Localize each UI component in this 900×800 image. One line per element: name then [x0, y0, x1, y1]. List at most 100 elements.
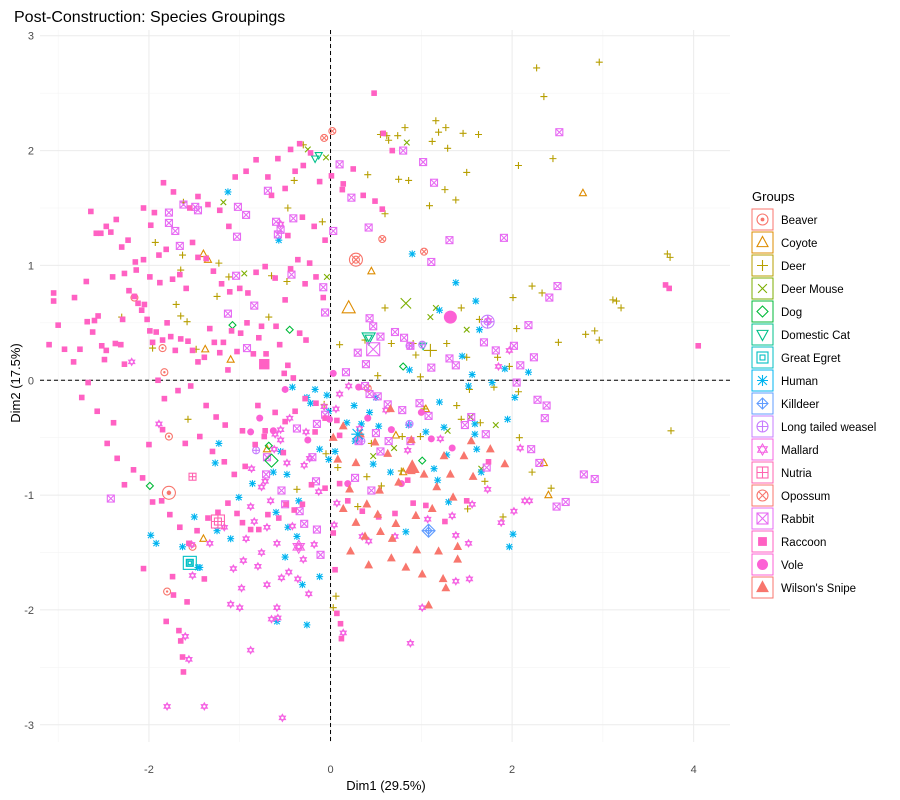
point-raccoon	[153, 329, 160, 335]
point-deer	[494, 353, 502, 361]
point-vole	[387, 426, 395, 434]
point-raccoon	[103, 223, 110, 230]
point-mallard	[468, 499, 477, 509]
legend-symbol-nutria	[756, 466, 769, 479]
point-coyote	[391, 430, 401, 439]
point-wilson-s-snipe	[373, 509, 383, 518]
point-raccoon	[226, 223, 232, 230]
point-mallard	[247, 464, 256, 474]
legend-symbol-raccoon	[758, 537, 767, 546]
point-deer	[172, 300, 180, 308]
point-raccoon	[109, 274, 116, 280]
point-raccoon	[61, 346, 68, 353]
point-rabbit	[106, 494, 115, 503]
point-deer	[385, 136, 393, 144]
point-raccoon	[237, 330, 244, 336]
point-human	[405, 421, 413, 429]
centroid-coyote	[341, 299, 357, 314]
point-mallard	[516, 443, 525, 453]
point-coyote	[226, 354, 236, 363]
point-raccoon	[313, 400, 319, 407]
point-coyote	[539, 457, 549, 467]
point-raccoon	[89, 329, 96, 335]
point-mallard	[339, 628, 348, 638]
point-rabbit	[579, 470, 588, 479]
point-raccoon	[247, 526, 254, 533]
legend-symbol-deer	[757, 260, 768, 271]
point-wilson-s-snipe	[364, 560, 374, 569]
point-coyote	[366, 266, 376, 275]
point-mallard	[272, 603, 281, 613]
point-deer	[442, 124, 450, 132]
point-raccoon	[55, 322, 61, 328]
point-rabbit	[445, 354, 454, 363]
point-domestic-cat	[310, 155, 320, 164]
point-mallard	[266, 496, 275, 506]
point-dog	[398, 362, 408, 371]
point-deer	[290, 176, 298, 184]
point-wilson-s-snipe	[394, 477, 404, 486]
point-deer	[515, 434, 523, 442]
point-human	[375, 422, 383, 430]
point-raccoon	[104, 440, 110, 447]
point-raccoon	[336, 480, 343, 487]
point-raccoon	[121, 361, 128, 367]
point-deer	[265, 313, 273, 321]
point-human	[213, 527, 221, 535]
point-human	[435, 306, 443, 314]
point-rabbit	[289, 214, 298, 223]
point-raccoon	[119, 316, 126, 323]
point-raccoon	[360, 192, 367, 199]
point-mallard	[261, 476, 270, 486]
point-raccoon	[149, 339, 156, 346]
point-raccoon	[176, 627, 182, 634]
point-raccoon	[228, 328, 235, 334]
point-human	[406, 366, 414, 374]
point-mallard	[509, 506, 518, 516]
point-opossum	[328, 127, 337, 136]
point-rabbit	[350, 473, 360, 482]
point-human	[227, 535, 235, 543]
point-human	[152, 539, 160, 547]
point-raccoon	[177, 336, 184, 342]
point-deer	[395, 175, 403, 183]
point-raccoon	[130, 467, 137, 473]
point-rabbit	[321, 308, 330, 317]
point-raccoon	[179, 654, 186, 660]
point-deer	[452, 196, 460, 204]
point-raccoon	[256, 334, 262, 341]
point-human	[269, 468, 277, 476]
point-human	[179, 543, 187, 551]
point-human	[434, 476, 442, 484]
point-wilson-s-snipe	[351, 517, 361, 526]
point-rabbit	[347, 193, 356, 202]
point-deer	[476, 419, 484, 427]
point-deer	[475, 131, 483, 139]
point-mallard	[267, 614, 276, 624]
point-raccoon	[379, 206, 386, 212]
point-mallard	[330, 520, 339, 530]
point-raccoon	[211, 339, 218, 346]
point-human	[366, 408, 374, 416]
point-rabbit	[376, 332, 385, 341]
grid	[40, 30, 730, 742]
point-raccoon	[265, 511, 271, 518]
point-raccoon	[112, 340, 119, 347]
point-rabbit	[262, 470, 271, 479]
legend-label-raccoon: Raccoon	[781, 537, 826, 549]
point-deer	[425, 202, 433, 210]
point-raccoon	[250, 351, 257, 357]
point-deer	[514, 388, 522, 396]
point-deer	[363, 473, 371, 481]
point-raccoon	[330, 530, 337, 536]
point-raccoon	[195, 359, 201, 365]
point-raccoon	[203, 402, 209, 409]
point-raccoon	[220, 339, 227, 346]
point-raccoon	[83, 278, 90, 285]
point-rabbit	[175, 241, 184, 250]
point-raccoon	[110, 419, 117, 426]
legend-symbol-killdeer	[756, 397, 769, 410]
point-raccoon	[95, 313, 101, 319]
point-deer	[428, 137, 436, 145]
point-raccoon	[285, 232, 291, 239]
